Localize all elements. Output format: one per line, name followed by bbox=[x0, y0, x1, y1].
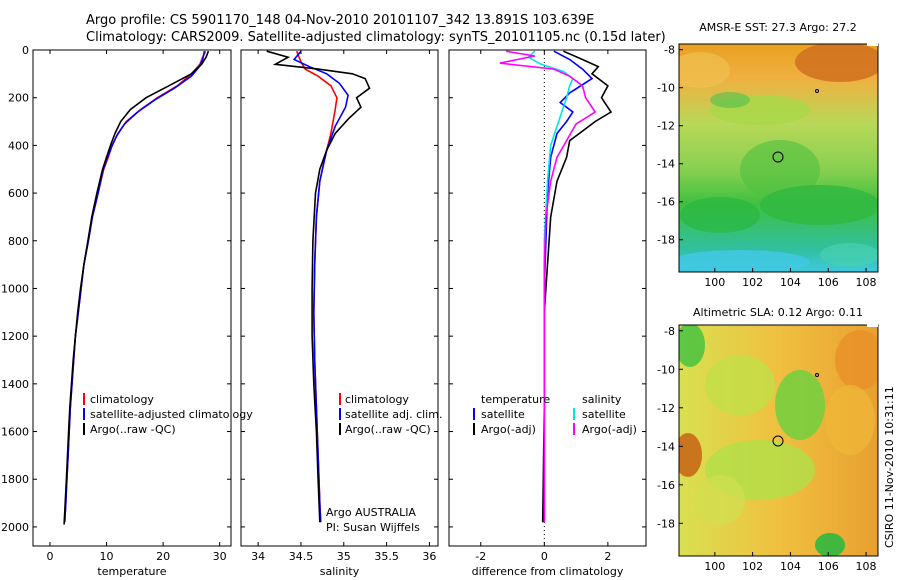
difference-panel-frame bbox=[448, 49, 647, 547]
temperature-xtick-label: 20 bbox=[156, 550, 170, 563]
annotation-argo-australia: Argo AUSTRALIA bbox=[326, 506, 416, 519]
temperature-ytick-label: 200 bbox=[8, 92, 29, 105]
sla-map-corner-mask bbox=[867, 321, 878, 327]
legend-label-satellite-adj: satellite adj. clim. bbox=[345, 408, 442, 421]
salinity-xtick-label: 36 bbox=[422, 550, 436, 563]
salinity-series-argo-raw-qc- bbox=[266, 50, 371, 523]
argo-track-point-sst bbox=[815, 89, 819, 93]
legend-heading-salinity: salinity bbox=[582, 393, 622, 406]
map-ytick-label: -12 bbox=[657, 120, 675, 133]
temperature-panel-frame bbox=[32, 49, 232, 547]
legend-label-sal-argo: Argo(-adj) bbox=[582, 423, 637, 436]
temperature-ytick-label: 600 bbox=[8, 187, 29, 200]
map-xtick-label: 106 bbox=[818, 560, 839, 573]
legend-label-climatology: climatology bbox=[345, 393, 409, 406]
legend-label-temp-satellite: satellite bbox=[481, 408, 525, 421]
salinity-xtick-label: 34 bbox=[251, 550, 265, 563]
map-xtick-label: 108 bbox=[856, 560, 877, 573]
salinity-xtick-label: 35.5 bbox=[374, 550, 399, 563]
map-ytick-label: -8 bbox=[664, 44, 675, 57]
temperature-xtick-label: 30 bbox=[213, 550, 227, 563]
temperature-ytick-label: 1400 bbox=[1, 378, 29, 391]
sst-map-field bbox=[679, 44, 878, 272]
map-ytick-label: -10 bbox=[657, 82, 675, 95]
temperature-ytick-label: 2000 bbox=[1, 521, 29, 534]
map-title-sla: Altimetric SLA: 0.12 Argo: 0.11 bbox=[693, 306, 863, 319]
legend-label-temp-argo: Argo(-adj) bbox=[481, 423, 536, 436]
map-xtick-label: 100 bbox=[704, 276, 725, 289]
temperature-ytick-label: 1800 bbox=[1, 473, 29, 486]
map-xtick-label: 102 bbox=[742, 560, 763, 573]
difference-series-salinity-argo-adj- bbox=[499, 50, 597, 523]
map-ytick-label: -16 bbox=[657, 196, 675, 209]
legend-label-satellite-adjusted: satellite-adjusted climatology bbox=[90, 408, 253, 421]
map-ytick-label: -14 bbox=[657, 158, 675, 171]
map-title-sst: AMSR-E SST: 27.3 Argo: 27.2 bbox=[699, 21, 857, 34]
legend-label-argo: Argo(..raw -QC) bbox=[345, 423, 431, 436]
difference-xtick-label: 2 bbox=[604, 550, 611, 563]
legend-label-argo: Argo(..raw -QC) bbox=[90, 423, 176, 436]
temperature-ytick-label: 400 bbox=[8, 139, 29, 152]
sst-map-corner-mask bbox=[867, 40, 878, 46]
salinity-legend: climatology satellite adj. clim. Argo(..… bbox=[339, 393, 442, 436]
temperature-series-argo-raw-qc- bbox=[63, 50, 210, 525]
map-ytick-label: -8 bbox=[664, 325, 675, 338]
difference-xtick-label: -2 bbox=[475, 550, 486, 563]
temperature-ytick-label: 1200 bbox=[1, 330, 29, 343]
map-ytick-label: -10 bbox=[657, 363, 675, 376]
map-ytick-label: -12 bbox=[657, 402, 675, 415]
sla-map-field bbox=[679, 325, 878, 556]
temperature-ytick-label: 800 bbox=[8, 235, 29, 248]
temperature-ytick-label: 1600 bbox=[1, 426, 29, 439]
difference-xtick-label: 0 bbox=[541, 550, 548, 563]
chart-title-line-1: Argo profile: CS 5901170_148 04-Nov-2010… bbox=[86, 13, 595, 28]
map-ytick-label: -14 bbox=[657, 440, 675, 453]
map-xtick-label: 106 bbox=[818, 276, 839, 289]
temperature-xtick-label: 0 bbox=[46, 550, 53, 563]
map-ytick-label: -16 bbox=[657, 479, 675, 492]
salinity-xtick-label: 34.5 bbox=[289, 550, 314, 563]
map-xtick-label: 104 bbox=[780, 560, 801, 573]
map-xtick-label: 104 bbox=[780, 276, 801, 289]
salinity-series-satellite-adj-clim- bbox=[292, 50, 349, 523]
chart-title-line-2: Climatology: CARS2009. Satellite-adjuste… bbox=[86, 30, 666, 45]
map-xtick-label: 100 bbox=[704, 560, 725, 573]
sla-map-frame bbox=[678, 324, 879, 557]
temperature-xaxis-label: temperature bbox=[97, 565, 166, 578]
map-ytick-label: -18 bbox=[657, 234, 675, 247]
map-xtick-label: 108 bbox=[856, 276, 877, 289]
credit-stamp: CSIRO 11-Nov-2010 10:31:11 bbox=[883, 386, 896, 548]
temperature-xtick-label: 10 bbox=[100, 550, 114, 563]
map-ytick-label: -18 bbox=[657, 517, 675, 530]
map-xtick-label: 102 bbox=[742, 276, 763, 289]
salinity-xaxis-label: salinity bbox=[320, 565, 360, 578]
sst-map-frame bbox=[678, 43, 879, 273]
legend-label-sal-satellite: satellite bbox=[582, 408, 626, 421]
annotation-pi: PI: Susan Wijffels bbox=[326, 521, 420, 534]
argo-float-marker-sla bbox=[772, 435, 784, 447]
argo-float-marker-sst bbox=[772, 151, 784, 163]
difference-xaxis-label: difference from climatology bbox=[472, 565, 624, 578]
legend-label-climatology: climatology bbox=[90, 393, 154, 406]
legend-heading-temperature: temperature bbox=[481, 393, 550, 406]
difference-legend: temperature satellite Argo(-adj) salinit… bbox=[473, 393, 637, 436]
temperature-ytick-label: 0 bbox=[22, 44, 29, 57]
argo-track-point-sla bbox=[815, 373, 819, 377]
salinity-panel-frame bbox=[240, 49, 439, 547]
temperature-ytick-label: 1000 bbox=[1, 282, 29, 295]
temperature-legend: climatology satellite-adjusted climatolo… bbox=[83, 393, 253, 436]
difference-series-temperature-argo-adj- bbox=[541, 50, 613, 523]
salinity-xtick-label: 35 bbox=[337, 550, 351, 563]
